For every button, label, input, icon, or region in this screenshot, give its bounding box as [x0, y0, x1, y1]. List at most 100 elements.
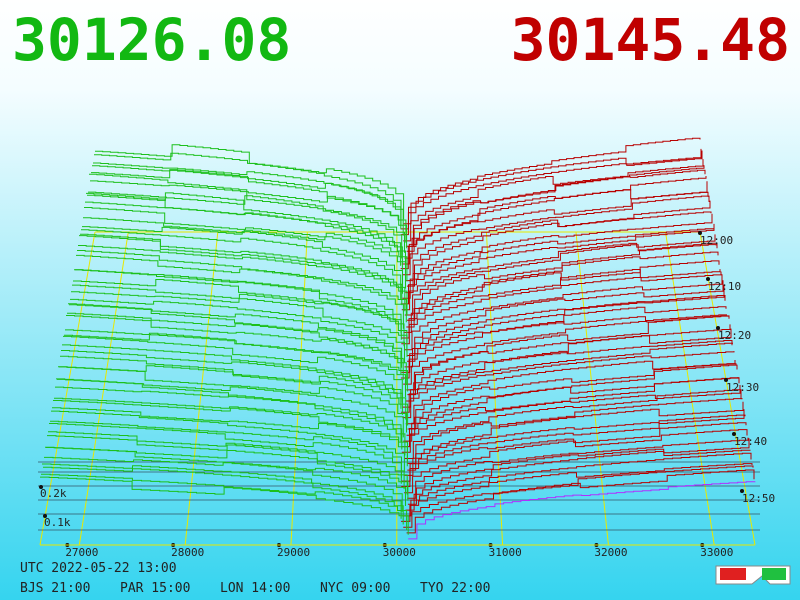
bid-depth-slice: [64, 332, 406, 398]
ask-depth-slice: [406, 251, 719, 328]
bid-depth-slice: [78, 245, 408, 316]
bid-depth-slice: [42, 463, 404, 525]
ask-depth-slice: [405, 328, 732, 402]
bid-depth-slice: [73, 279, 405, 347]
bid-depth-slice: [67, 312, 404, 380]
timezone: NYC 09:00: [320, 581, 390, 596]
bid-depth-slice: [76, 254, 404, 329]
bid-depth-slice: [63, 335, 403, 403]
bid-depth-slice: [51, 410, 405, 472]
ask-depth-slice: [403, 260, 720, 333]
ask-depth-slice: [400, 314, 727, 379]
bid-depth-slice: [52, 407, 408, 467]
ask-depth-slice: [404, 389, 742, 459]
ask-depth-slice: [406, 280, 724, 356]
bid-depth-slice: [90, 180, 408, 249]
depth-tick-dot: [39, 485, 43, 489]
ask-depth-slice: [404, 429, 748, 494]
ask-depth-slice: [403, 159, 704, 242]
bid-price: 30126.08: [12, 6, 291, 74]
time-tick-dot: [740, 489, 744, 493]
bid-depth-slice: [44, 456, 403, 512]
time-tick-dot: [716, 326, 720, 330]
price-label: 27000: [65, 546, 98, 559]
ask-depth-slice: [400, 223, 715, 305]
ask-depth-slice: [407, 401, 744, 471]
ask-depth-slice: [407, 438, 750, 505]
time-tick-dot: [706, 277, 710, 281]
ask-depth-slice: [406, 469, 755, 534]
price-label: 29000: [277, 546, 310, 559]
ask-price: 30145.48: [511, 6, 790, 74]
time-label: 12:10: [708, 280, 741, 293]
ask-depth-slice: [407, 437, 749, 499]
glasses-icon: [715, 565, 791, 585]
ask-depth-slice: [407, 363, 737, 430]
price-label: 30000: [383, 546, 416, 559]
bid-depth-slice: [87, 192, 402, 266]
floor-right: [699, 231, 756, 546]
depth-label: 0.1k: [44, 516, 71, 529]
bid-depth-slice: [92, 165, 404, 236]
ask-depth-slice: [407, 242, 718, 321]
price-grid-line: [575, 231, 609, 546]
ask-depth-slice: [405, 200, 711, 282]
depth-label: 0.2k: [40, 487, 67, 500]
ask-depth-slice: [402, 195, 710, 276]
bid-depth-slice: [40, 476, 409, 535]
ask-depth-slice: [401, 414, 746, 482]
time-label: 12:20: [718, 329, 751, 342]
ask-depth-slice: [401, 148, 702, 230]
ask-depth-slice: [401, 271, 722, 345]
ask-depth-slice: [404, 409, 745, 476]
timezone: LON 14:00: [220, 581, 290, 596]
bid-depth-slice: [94, 152, 402, 226]
time-tick-dot: [698, 231, 702, 235]
price-label: 31000: [489, 546, 522, 559]
ask-depth-slice: [400, 342, 733, 413]
bid-depth-slice: [72, 284, 408, 352]
bid-depth-slice: [55, 386, 403, 450]
bid-depth-slice: [80, 233, 403, 306]
ask-depth-slice: [406, 169, 706, 252]
bid-depth-slice: [82, 226, 403, 294]
ask-depth-slice: [407, 324, 731, 396]
price-label: 32000: [594, 546, 627, 559]
bid-depth-slice: [43, 465, 402, 519]
bid-depth-slice: [61, 350, 403, 415]
ask-depth-slice: [402, 228, 714, 299]
ask-depth-slice: [400, 191, 709, 270]
bid-depth-slice: [74, 269, 402, 340]
ask-depth-slice: [401, 269, 721, 339]
timezone: TYO 22:00: [420, 581, 490, 596]
time-label: 12:30: [726, 381, 759, 394]
bid-depth-slice: [68, 303, 402, 374]
bid-depth-slice: [66, 315, 407, 386]
bid-depth-slice: [50, 420, 402, 478]
ask-depth-slice: [404, 244, 717, 316]
ask-depth-slice: [403, 137, 701, 225]
bid-depth-slice: [62, 344, 402, 409]
ask-depth-slice: [402, 452, 752, 517]
bid-depth-slice: [83, 217, 406, 289]
bid-depth-slice: [91, 169, 407, 243]
bid-depth-slice: [85, 201, 406, 277]
bid-depth-slice: [84, 207, 408, 282]
ask-depth-slice: [404, 274, 723, 351]
ask-depth-slice: [401, 306, 727, 373]
ask-depth-slice: [408, 481, 756, 540]
price-grid-line: [665, 231, 715, 546]
bid-depth-slice: [49, 423, 402, 484]
bid-depth-slice: [89, 173, 405, 253]
ask-depth-slice: [406, 315, 730, 391]
ask-depth-slice: [403, 465, 754, 528]
bid-depth-slice: [48, 431, 405, 490]
ask-depth-slice: [407, 398, 743, 464]
axis-labels: 27000 28000 29000 30000 31000 32000 33000 12:00…: [39, 231, 775, 559]
ask-depth-slice: [406, 364, 738, 436]
depth-curves: [40, 137, 756, 540]
bid-depth-slice: [93, 162, 402, 230]
ask-depth-slice: [401, 422, 747, 487]
ask-depth-slice: [402, 351, 735, 419]
ask-depth-slice: [405, 449, 751, 511]
